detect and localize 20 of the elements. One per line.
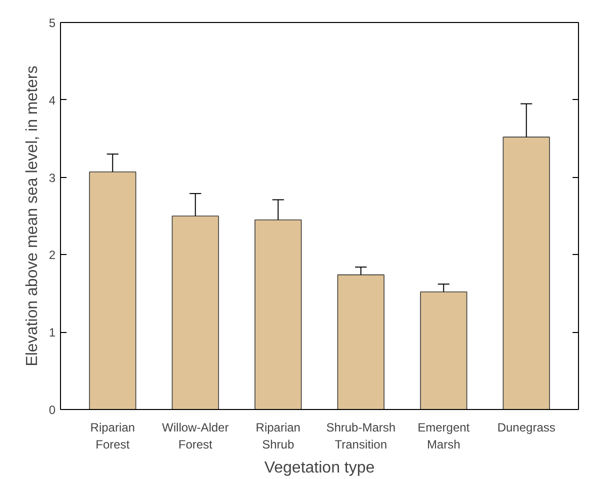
bar [254,219,302,410]
bar [502,136,550,410]
y-tick-label: 5 [48,16,56,30]
x-tick-label: Riparian Shrub [256,420,300,452]
x-tick-label: Shrub-Marsh Transition [326,420,396,452]
x-tick-label: Willow-Alder Forest [162,420,229,452]
y-tick-label: 0 [48,403,56,417]
y-tick-label: 4 [48,93,56,108]
bar [89,171,136,410]
y-tick-label: 1 [48,326,56,340]
bar [420,291,468,410]
x-tick-label: Riparian Forest [90,420,135,452]
y-tick-label: 2 [48,248,56,262]
bar [172,216,219,410]
x-axis-title: Vegetation type [264,459,375,476]
x-tick-label: Emergent Marsh [418,420,470,452]
x-tick-label: Dunegrass [497,420,556,434]
y-axis-title: Elevation above mean sea level, in meters [24,66,41,366]
y-tick-label: 3 [48,170,56,185]
bar [337,274,384,410]
